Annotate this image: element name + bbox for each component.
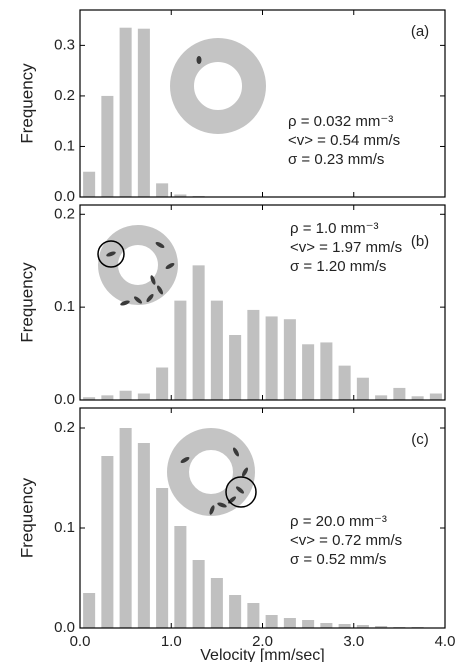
inset-b <box>97 225 178 306</box>
bar <box>119 27 132 197</box>
y-tick-label: 0.3 <box>54 36 75 53</box>
bar <box>283 618 296 628</box>
bar <box>302 344 315 400</box>
x-axis-label: Velocity [mm/sec] <box>200 647 324 662</box>
bar <box>137 443 150 628</box>
panel-label: (b) <box>411 233 429 250</box>
annotation: ρ = 20.0 mm⁻³ <box>290 513 387 530</box>
bar <box>320 623 333 628</box>
bar <box>83 593 96 628</box>
y-tick-label: 0.0 <box>54 391 75 408</box>
bar <box>101 95 114 197</box>
bar <box>411 396 424 400</box>
bar <box>101 395 114 400</box>
particle <box>150 275 156 285</box>
y-tick-label: 0.0 <box>54 188 75 205</box>
bar <box>302 620 315 628</box>
particle <box>196 56 202 64</box>
inset-c <box>167 428 257 516</box>
particle <box>156 285 164 295</box>
plot-frame <box>79 407 446 629</box>
particle <box>120 300 130 306</box>
y-tick-label: 0.1 <box>54 298 75 315</box>
x-tick-label: 0.0 <box>70 633 91 650</box>
bar <box>156 183 169 197</box>
y-axis-label: Frequency <box>17 477 36 558</box>
panel-label: (a) <box>411 23 429 40</box>
particle <box>155 241 165 249</box>
x-tick-label: 3.0 <box>343 633 364 650</box>
annotation: <v> = 0.72 mm/s <box>290 532 402 549</box>
annotation: σ = 0.52 mm/s <box>290 551 386 568</box>
bar <box>265 615 278 628</box>
particle <box>106 251 116 257</box>
bar <box>192 560 205 628</box>
highlight <box>225 476 257 508</box>
bar <box>229 595 242 628</box>
inset-a <box>170 38 266 134</box>
bar <box>247 309 260 400</box>
annotation: ρ = 0.032 mm⁻³ <box>288 113 393 130</box>
bar <box>265 316 278 400</box>
y-tick-label: 0.2 <box>54 87 75 104</box>
bar <box>119 428 132 628</box>
bar <box>101 456 114 628</box>
annotation: σ = 0.23 mm/s <box>288 151 384 168</box>
ring <box>170 38 266 134</box>
y-tick-label: 0.2 <box>54 205 75 222</box>
bar <box>375 626 388 628</box>
bar <box>137 393 150 400</box>
particle <box>217 502 227 508</box>
annotation: <v> = 1.97 mm/s <box>290 239 402 256</box>
x-tick-label: 4.0 <box>435 633 456 650</box>
panel-label: (c) <box>411 431 429 448</box>
x-tick-label: 1.0 <box>161 633 182 650</box>
bar <box>174 526 187 628</box>
bar <box>356 625 369 628</box>
highlight <box>97 240 125 268</box>
bar <box>156 367 169 400</box>
x-tick-label: 2.0 <box>252 633 273 650</box>
bar <box>210 300 223 400</box>
bar <box>393 387 406 400</box>
bar <box>192 265 205 400</box>
particle <box>235 486 245 494</box>
bar <box>247 603 260 628</box>
annotation: <v> = 0.54 mm/s <box>288 132 400 149</box>
y-tick-label: 0.2 <box>54 419 75 436</box>
annotation: ρ = 1.0 mm⁻³ <box>290 220 379 237</box>
y-axis-label: Frequency <box>17 63 36 144</box>
bar <box>83 171 96 197</box>
bar <box>429 393 442 400</box>
bar <box>320 342 333 400</box>
y-tick-label: 0.0 <box>54 619 75 636</box>
particle <box>146 293 154 303</box>
bar <box>210 578 223 628</box>
bar <box>356 377 369 400</box>
bar <box>338 365 351 400</box>
y-axis-label: Frequency <box>17 262 36 343</box>
particle <box>232 447 240 457</box>
y-tick-label: 0.1 <box>54 137 75 154</box>
bar <box>119 390 132 400</box>
particle <box>165 262 175 270</box>
bar <box>174 194 187 197</box>
particle <box>241 467 249 477</box>
annotation: σ = 1.20 mm/s <box>290 258 386 275</box>
bar <box>174 300 187 400</box>
particle <box>209 505 215 515</box>
bar <box>156 488 169 628</box>
bar <box>83 397 96 400</box>
particle <box>180 456 190 464</box>
bar <box>283 319 296 400</box>
bar <box>338 624 351 628</box>
particle <box>133 296 143 304</box>
bar <box>137 28 150 198</box>
bar <box>375 395 388 400</box>
y-tick-label: 0.1 <box>54 519 75 536</box>
bar <box>229 335 242 400</box>
